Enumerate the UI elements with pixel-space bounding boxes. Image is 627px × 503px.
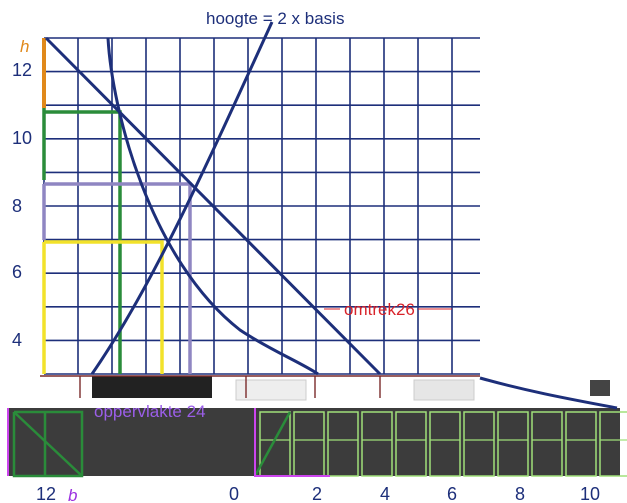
red-frame-fragment (40, 375, 480, 398)
top-label: hoogte = 2 x basis (206, 9, 344, 28)
strip-cell (497, 411, 529, 477)
yellow-rectangle (44, 240, 164, 374)
curve-tail (479, 376, 618, 410)
b-tick-label: 2 (312, 484, 322, 503)
h-tick-labels: 12 10 8 6 4 (12, 60, 32, 350)
b-tick-label: 6 (447, 484, 457, 503)
strip-cell (463, 411, 495, 477)
height-double-base-line (90, 21, 274, 375)
coordinate-grid (43, 37, 480, 375)
h-tick-label: 6 (12, 262, 22, 282)
perimeter-label: omtrek26 (344, 300, 415, 319)
h-tick-label: 10 (12, 128, 32, 148)
purple-rectangle (44, 182, 192, 374)
b-tick-label: 0 (229, 484, 239, 503)
strip-cell (565, 411, 597, 477)
strip-cell (429, 411, 461, 477)
bottom-strip (7, 375, 627, 478)
b-tick-label: 12 (36, 484, 56, 503)
strip-cell (327, 411, 359, 477)
light-block (235, 379, 307, 401)
dark-block (92, 376, 212, 398)
perimeter-line (44, 36, 382, 376)
strip-cell (395, 411, 427, 477)
area-hyperbola-curve (106, 37, 319, 376)
h-tick-label: 8 (12, 196, 22, 216)
dark-small-block (590, 380, 610, 396)
purple-bottom-fragments (7, 408, 330, 477)
b-axis-label: b (68, 486, 77, 503)
strip-cell (599, 411, 627, 477)
b-tick-label: 8 (515, 484, 525, 503)
strip-cell (531, 411, 563, 477)
light-block (413, 379, 475, 401)
h-tick-label: 4 (12, 330, 22, 350)
area-label: oppervlakte 24 (94, 402, 206, 421)
b-tick-label: 10 (580, 484, 600, 503)
b-tick-label: 4 (380, 484, 390, 503)
green-bottom-fragments (12, 410, 292, 478)
b-tick-labels: 12 0 2 4 6 8 10 (36, 484, 600, 503)
h-axis-label: h (20, 37, 29, 56)
dark-strip-background (8, 408, 620, 476)
strip-cell (361, 411, 393, 477)
h-tick-label: 12 (12, 60, 32, 80)
